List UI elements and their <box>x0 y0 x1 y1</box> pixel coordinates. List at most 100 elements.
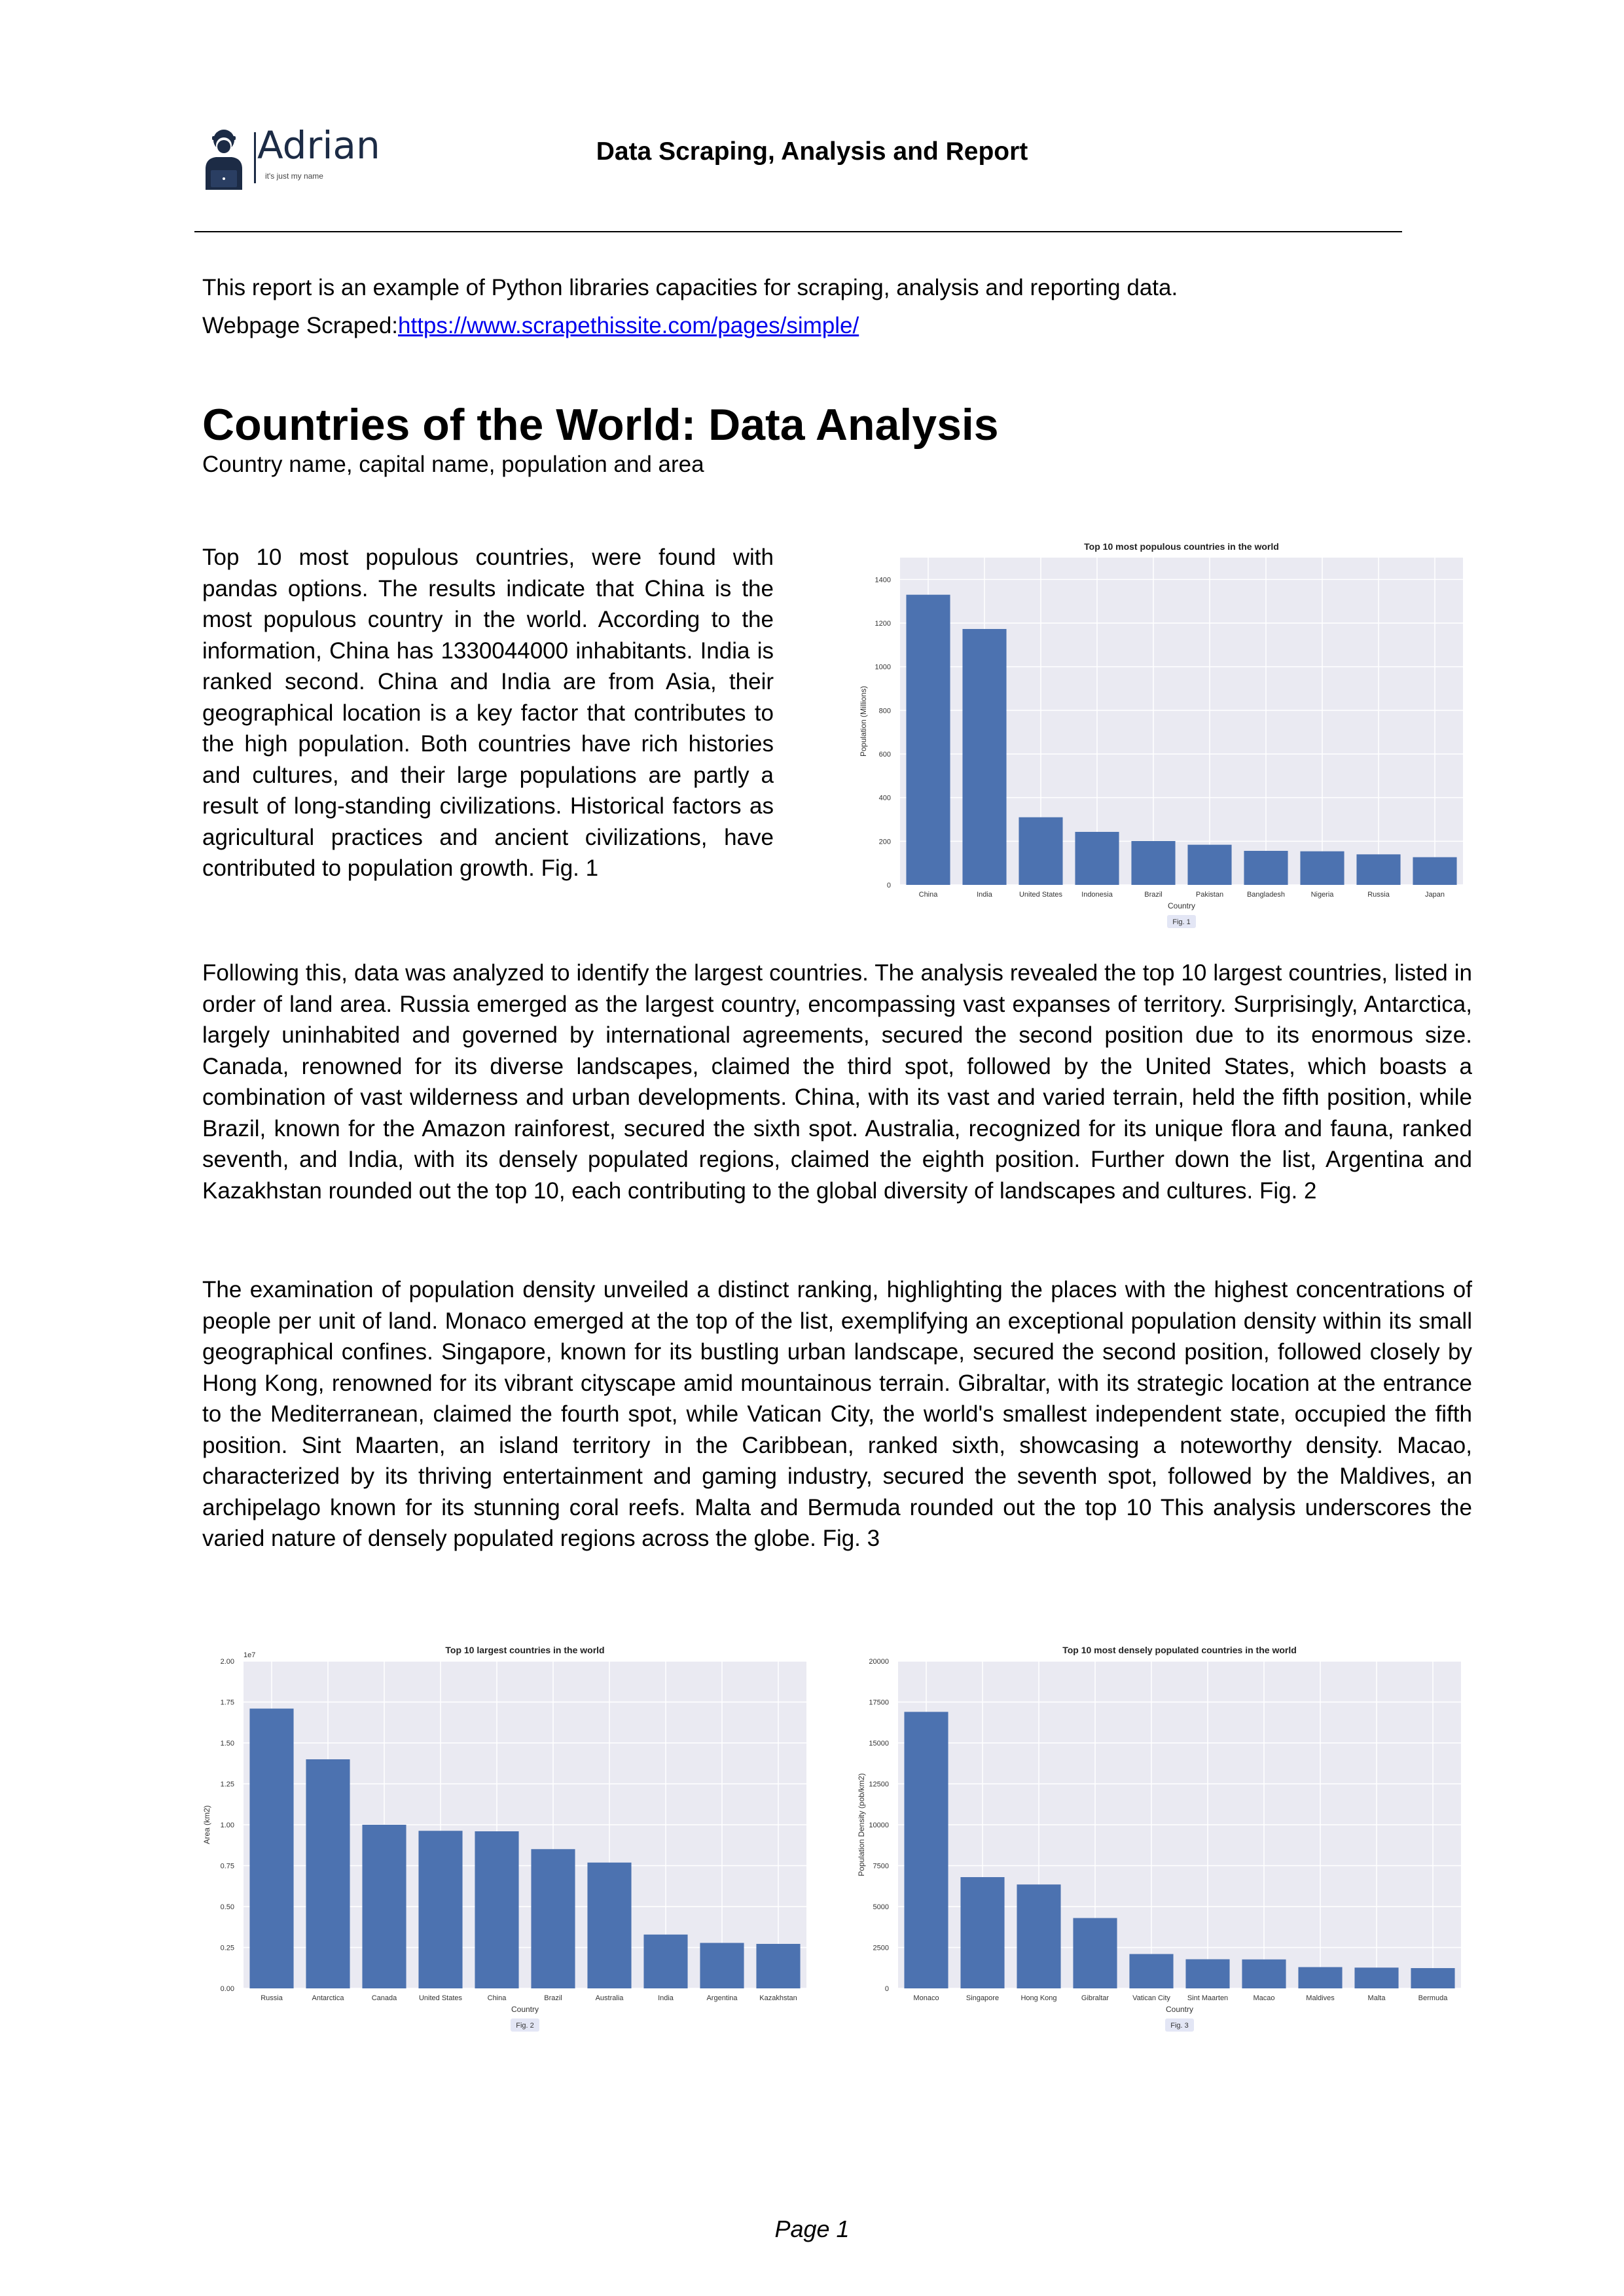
logo-name: Adrian <box>257 123 380 168</box>
bar <box>1242 1959 1286 1988</box>
document-title: Data Scraping, Analysis and Report <box>596 137 1028 166</box>
x-tick-label: Canada <box>372 1994 397 2002</box>
section-title: Countries of the World: Data Analysis <box>202 400 999 450</box>
y-tick-label: 20000 <box>869 1658 889 1666</box>
figure-caption-box <box>1165 2018 1194 2032</box>
logo-tagline: it's just my name <box>265 171 323 181</box>
intro-line: This report is an example of Python libr… <box>202 275 1178 300</box>
chart-density: Top 10 most densely populated countries … <box>857 1645 1461 2032</box>
bar <box>1244 851 1288 885</box>
y-tick-label: 1000 <box>875 664 891 672</box>
x-tick-label: Macao <box>1253 1994 1274 2002</box>
y-tick-label: 1200 <box>875 620 891 628</box>
x-tick-label: Pakistan <box>1196 891 1223 899</box>
x-tick-label: United States <box>419 1994 463 2002</box>
bar <box>1413 857 1457 885</box>
x-tick-label: Indonesia <box>1081 891 1113 899</box>
y-tick-label: 2.00 <box>221 1658 234 1666</box>
bar <box>1300 851 1344 885</box>
y-tick-label: 15000 <box>869 1740 889 1748</box>
chart-largest: Top 10 largest countries in the world 0.0… <box>202 1645 806 2032</box>
x-tick-label: India <box>977 891 993 899</box>
bar <box>249 1708 294 1988</box>
x-axis-label: Country <box>511 2005 539 2014</box>
x-tick-label: Gibraltar <box>1081 1994 1110 2002</box>
bar <box>1411 1968 1455 1988</box>
paragraph-largest: Following this, data was analyzed to ide… <box>202 960 1472 1204</box>
y-tick-label: 10000 <box>869 1821 889 1829</box>
y-axis-label: Population (Millions) <box>859 686 868 757</box>
paragraph-populous: Top 10 most populous countries, were fou… <box>202 545 774 881</box>
bar <box>643 1934 688 1988</box>
y-tick-label: 1.50 <box>221 1740 234 1748</box>
chart-title: Top 10 most densely populated countries … <box>1062 1645 1297 1655</box>
x-tick-label: Bangladesh <box>1247 891 1285 899</box>
figure-caption-box <box>511 2018 539 2032</box>
y-tick-label: 400 <box>879 795 891 802</box>
scraped-webpage-line: Webpage Scraped:https://www.scrapethissi… <box>202 313 859 339</box>
scraped-label: Webpage Scraped: <box>202 313 399 338</box>
x-tick-label: Singapore <box>966 1994 999 2002</box>
header-divider <box>194 231 1402 232</box>
x-tick-label: Antarctica <box>312 1994 345 2002</box>
bar <box>1131 841 1176 885</box>
x-tick-label: India <box>658 1994 674 2002</box>
x-tick-label: Japan <box>1425 891 1445 899</box>
axis-offset-label: 1e7 <box>244 1651 255 1659</box>
y-tick-label: 2500 <box>873 1945 889 1952</box>
x-tick-label: Russia <box>1367 891 1390 899</box>
y-tick-label: 800 <box>879 707 891 715</box>
x-tick-label: Malta <box>1368 1994 1386 2002</box>
x-axis-label: Country <box>1168 901 1195 910</box>
y-tick-label: 1.25 <box>221 1781 234 1789</box>
x-tick-label: United States <box>1019 891 1063 899</box>
bar <box>1356 854 1401 885</box>
bar <box>306 1759 350 1988</box>
bar <box>904 1712 948 1988</box>
y-tick-label: 5000 <box>873 1903 889 1911</box>
paragraph-density: The examination of population density un… <box>202 1277 1472 1551</box>
x-tick-label: Kazakhstan <box>759 1994 797 2002</box>
y-tick-label: 1400 <box>875 576 891 584</box>
y-axis-label: Population Density (pob/km2) <box>857 1773 866 1876</box>
y-tick-label: 7500 <box>873 1863 889 1871</box>
bar <box>1019 817 1063 885</box>
chart-title: Top 10 largest countries in the world <box>445 1645 604 1655</box>
bar <box>1075 832 1119 885</box>
bar <box>700 1943 744 1988</box>
y-tick-label: 200 <box>879 838 891 846</box>
y-tick-label: 1.75 <box>221 1699 234 1707</box>
bar <box>362 1825 406 1988</box>
y-tick-label: 17500 <box>869 1699 889 1707</box>
x-tick-label: Maldives <box>1306 1994 1335 2002</box>
bar <box>1187 844 1232 885</box>
bar <box>1017 1884 1061 1988</box>
chart-title: Top 10 most populous countries in the wo… <box>1084 541 1279 552</box>
x-axis-label: Country <box>1166 2005 1193 2014</box>
bar <box>756 1944 801 1988</box>
section-subtitle: Country name, capital name, population a… <box>202 452 704 477</box>
x-tick-label: Hong Kong <box>1020 1994 1056 2002</box>
scraped-url-link[interactable]: https://www.scrapethissite.com/pages/sim… <box>398 313 859 338</box>
y-tick-label: 600 <box>879 751 891 759</box>
bar <box>1129 1954 1174 1988</box>
bar <box>587 1862 632 1988</box>
bar <box>962 629 1007 885</box>
y-tick-label: 0.25 <box>221 1945 234 1952</box>
bar <box>475 1831 519 1988</box>
y-tick-label: 0.75 <box>221 1863 234 1871</box>
x-tick-label: Australia <box>596 1994 624 2002</box>
figure-caption: Fig. 1 <box>1172 918 1191 926</box>
x-tick-label: Bermuda <box>1418 1994 1449 2002</box>
bar <box>1354 1967 1399 1988</box>
x-tick-label: Vatican City <box>1132 1994 1170 2002</box>
bar <box>1298 1967 1343 1988</box>
y-tick-label: 0 <box>887 882 891 889</box>
x-tick-label: Brazil <box>544 1994 562 2002</box>
y-tick-label: 0.50 <box>221 1903 234 1911</box>
bar <box>418 1831 463 1988</box>
figure-caption-box <box>1167 915 1196 928</box>
bar <box>906 594 950 885</box>
y-tick-label: 0 <box>885 1985 889 1993</box>
logo-icon <box>206 130 256 190</box>
